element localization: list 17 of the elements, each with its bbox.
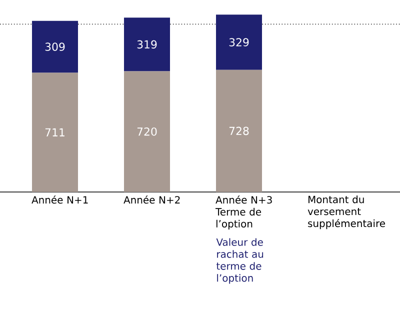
bar — [216, 14, 262, 70]
data-label: 329 — [229, 38, 249, 46]
bar — [32, 72, 78, 192]
bar — [32, 20, 78, 73]
data-label: 711 — [45, 128, 64, 136]
data-label: 309 — [45, 42, 65, 51]
data-label: 319 — [137, 40, 157, 49]
x-tick-label: Montant du versement supplémentaire — [308, 196, 385, 230]
bar — [124, 71, 170, 192]
text: Valeur de rachat au terme de l’option — [216, 238, 264, 284]
data-label: 728 — [229, 126, 249, 136]
x-tick-label: Année N+3 Terme de l’option — [215, 196, 272, 230]
data-label: 720 — [137, 127, 157, 136]
bar — [216, 70, 262, 192]
x-tick-label: Année N+1 — [32, 196, 88, 204]
x-tick-label: Année N+2 — [124, 196, 180, 204]
bar — [124, 18, 170, 72]
